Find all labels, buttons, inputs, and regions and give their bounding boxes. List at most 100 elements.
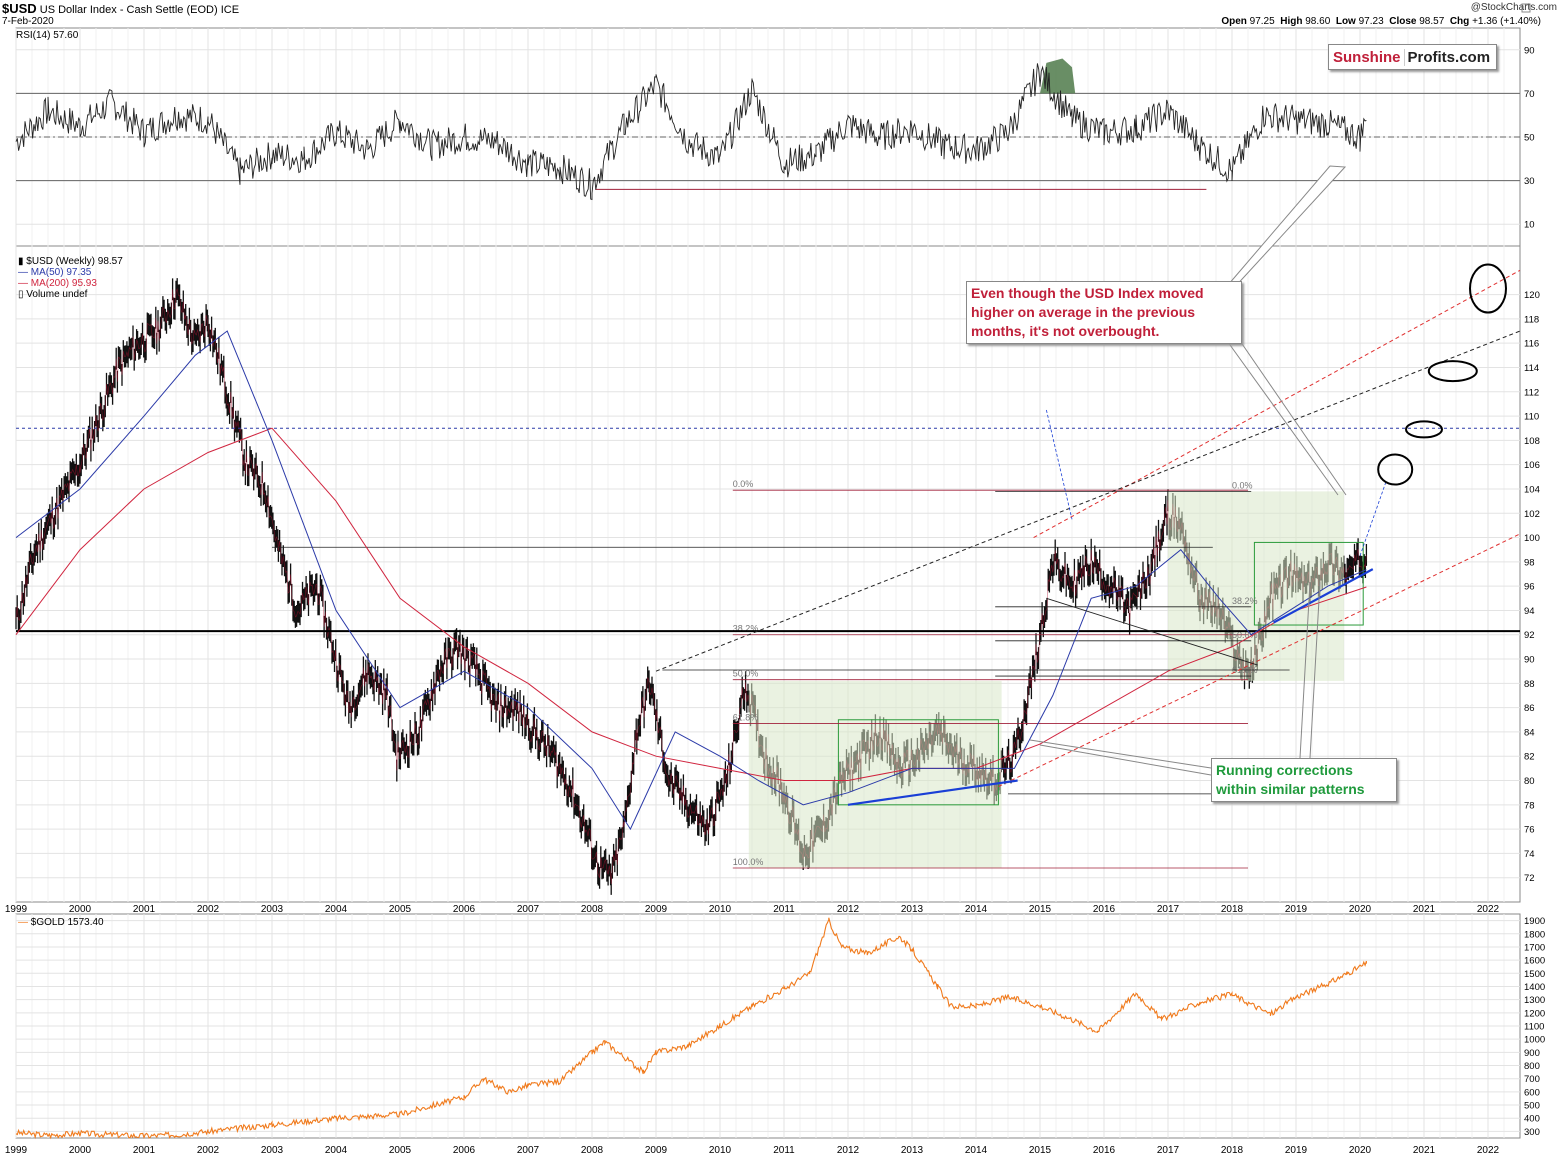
usd-x-tick-label: 2021: [1413, 904, 1436, 915]
gold-x-tick-label: 2012: [837, 1145, 860, 1156]
usd-y-tick-label: 96: [1524, 582, 1535, 593]
gold-x-tick-label: 2020: [1349, 1145, 1372, 1156]
usd-legend: ▮ $USD (Weekly) 98.57 — MA(50) 97.35 — M…: [18, 256, 123, 300]
chg-value: +1.36 (+1.40%): [1472, 16, 1541, 27]
annotation-green-note: Running corrections within similar patte…: [1211, 758, 1397, 802]
red-note-pointer-bottom: [1224, 337, 1347, 496]
rsi-legend: RSI(14) 57.60: [16, 30, 78, 41]
symbol: $USD: [2, 1, 37, 16]
usd-y-tick-label: 104: [1524, 484, 1540, 495]
gold-x-tick-label: 2007: [517, 1145, 540, 1156]
usd-y-tick-label: 116: [1524, 339, 1539, 350]
gold-x-tick-label: 2019: [1285, 1145, 1308, 1156]
usd-legend-price: ▮ $USD (Weekly) 98.57: [18, 256, 123, 267]
logo-part1: Sunshine: [1333, 48, 1401, 66]
usd-y-tick-label: 86: [1524, 703, 1535, 714]
gold-x-tick-label: 2003: [261, 1145, 284, 1156]
long-trend-line: [655, 330, 1521, 672]
falling-line: [1046, 597, 1258, 666]
volume-legend: ▯ Volume undef: [18, 289, 88, 300]
usd-x-tick-label: 2003: [261, 904, 284, 915]
usd-y-tick-label: 78: [1524, 800, 1535, 811]
credit-label: @StockCharts.com: [1470, 2, 1557, 13]
gold-x-tick-label: 2002: [197, 1145, 220, 1156]
gold-y-tick-label: 1700: [1524, 942, 1545, 953]
usd-x-tick-label: 2011: [773, 904, 795, 915]
fib-label-right: 50.0%: [1232, 630, 1258, 640]
gold-x-tick-label: 2013: [901, 1145, 924, 1156]
fib-label-right: 0.0%: [1232, 480, 1253, 490]
target-ellipse: [1427, 360, 1478, 383]
usd-y-tick-label: 110: [1524, 412, 1539, 423]
rsi-line: [15, 63, 1367, 201]
projection-arrow-1: [1046, 409, 1073, 520]
target-ellipse: [1377, 453, 1414, 486]
ohlc-readout: Open 97.25 High 98.60 Low 97.23 Close 98…: [1221, 16, 1541, 27]
gold-x-tick-label: 2009: [645, 1145, 668, 1156]
usd-y-tick-label: 88: [1524, 679, 1535, 690]
ma200-legend: — MA(200) 95.93: [18, 278, 97, 289]
usd-y-tick-label: 98: [1524, 557, 1535, 568]
fib-label-left: 38.2%: [733, 624, 759, 634]
fib-label-left: 50.0%: [733, 669, 759, 679]
gold-x-tick-label: 2005: [389, 1145, 412, 1156]
green-note-pointer-right: [1299, 581, 1321, 759]
low-label: Low: [1335, 16, 1356, 27]
usd-y-tick-label: 106: [1524, 460, 1540, 471]
usd-x-tick-label: 2010: [709, 904, 732, 915]
gold-x-tick-label: 2004: [325, 1145, 348, 1156]
usd-y-tick-label: 74: [1524, 849, 1535, 860]
projection-arrow-2: [1359, 482, 1386, 556]
usd-y-tick-label: 94: [1524, 606, 1535, 617]
gold-y-tick-label: 1100: [1524, 1022, 1544, 1033]
gold-line: [15, 917, 1367, 1140]
gold-x-tick-label: 2017: [1157, 1145, 1180, 1156]
usd-x-tick-label: 2016: [1093, 904, 1116, 915]
gold-x-tick-label: 2015: [1029, 1145, 1052, 1156]
trendline-left: [847, 779, 1018, 806]
gold-x-tick-label: 2006: [453, 1145, 476, 1156]
chg-label: Chg: [1449, 16, 1470, 27]
gold-y-tick-label: 1500: [1524, 969, 1545, 980]
fib-label-left: 100.0%: [733, 857, 764, 867]
usd-y-tick-label: 120: [1524, 290, 1540, 301]
usd-x-tick-label: 2000: [69, 904, 92, 915]
channel-lower-line: [998, 533, 1521, 788]
usd-y-tick-label: 84: [1524, 727, 1535, 738]
high-label: High: [1280, 16, 1303, 27]
gold-x-tick-label: 2014: [965, 1145, 988, 1156]
usd-y-tick-label: 90: [1524, 655, 1535, 666]
rsi-y-tick-label: 90: [1524, 45, 1535, 56]
open-label: Open: [1221, 16, 1247, 27]
gold-y-tick-label: 900: [1524, 1048, 1540, 1059]
usd-x-tick-label: 2020: [1349, 904, 1372, 915]
usd-y-tick-label: 82: [1524, 752, 1535, 763]
ma50-legend: — MA(50) 97.35: [18, 267, 92, 278]
sunshine-profits-logo: Sunshine Profits.com: [1328, 44, 1498, 70]
gold-y-tick-label: 1400: [1524, 982, 1545, 993]
gold-y-tick-label: 1300: [1524, 995, 1545, 1006]
chart-date: 7-Feb-2020: [2, 16, 54, 27]
usd-y-tick-label: 112: [1524, 387, 1539, 398]
usd-x-tick-label: 2006: [453, 904, 476, 915]
gold-y-tick-label: 300: [1524, 1127, 1540, 1138]
gold-x-tick-label: 2018: [1221, 1145, 1244, 1156]
fib-label-left: 0.0%: [733, 479, 754, 489]
trendline-right: [1273, 568, 1374, 624]
usd-y-tick-label: 92: [1524, 630, 1535, 641]
usd-x-tick-label: 2002: [197, 904, 220, 915]
gold-x-tick-label: 2008: [581, 1145, 604, 1156]
usd-x-tick-label: 2007: [517, 904, 540, 915]
target-ellipse: [1469, 263, 1507, 314]
gold-x-tick-label: 2022: [1477, 1145, 1500, 1156]
gold-legend-label: $GOLD 1573.40: [30, 917, 104, 928]
usd-x-tick-label: 2009: [645, 904, 668, 915]
gold-y-tick-label: 500: [1524, 1101, 1540, 1112]
usd-x-tick-label: 2004: [325, 904, 348, 915]
usd-y-tick-label: 108: [1524, 436, 1540, 447]
pattern-box-left: [837, 719, 999, 806]
close-label: Close: [1389, 16, 1417, 27]
usd-x-tick-label: 2017: [1157, 904, 1180, 915]
ma200-legend-label: MA(200) 95.93: [30, 278, 97, 289]
